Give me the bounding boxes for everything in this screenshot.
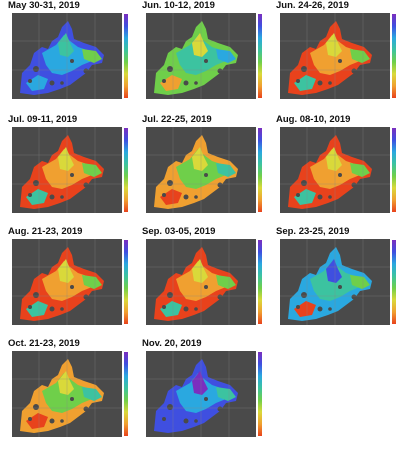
panel-title: Aug. 08-10, 2019 [276,114,351,125]
map-panel: Nov. 20, 2019 [138,338,270,448]
map-image [12,239,122,325]
map-panel: Sep. 23-25, 2019 [272,226,400,336]
map-panel: Sep. 03-05, 2019 [138,226,270,336]
panel-title: Jul. 09-11, 2019 [8,114,78,125]
colorbar [124,14,128,98]
map-image [146,351,256,437]
map-panel: Jul. 22-25, 2019 [138,114,270,224]
map-panel: Jul. 09-11, 2019 [4,114,136,224]
colorbar [124,128,128,212]
panel-title: Aug. 21-23, 2019 [8,226,83,237]
panel-title: Jun. 10-12, 2019 [142,0,215,11]
panel-title: Jun. 24-26, 2019 [276,0,349,11]
map-image [12,13,122,99]
colorbar [258,128,262,212]
panel-title: May 30-31, 2019 [8,0,80,11]
panel-title: Oct. 21-23, 2019 [8,338,80,349]
map-image [12,127,122,213]
colorbar [258,240,262,324]
panel-title: Nov. 20, 2019 [142,338,202,349]
colorbar [258,352,262,436]
panel-title: Jul. 22-25, 2019 [142,114,212,125]
colorbar [392,14,396,98]
panel-title: Sep. 03-05, 2019 [142,226,216,237]
colorbar [124,240,128,324]
map-image [280,13,390,99]
map-image [12,351,122,437]
map-image [280,239,390,325]
colorbar [258,14,262,98]
map-image [146,13,256,99]
colorbar [124,352,128,436]
map-panel: Aug. 21-23, 2019 [4,226,136,336]
map-panel: Jun. 10-12, 2019 [138,0,270,110]
colorbar [392,128,396,212]
colorbar [392,240,396,324]
map-panel: Oct. 21-23, 2019 [4,338,136,448]
map-image [146,239,256,325]
map-panel: May 30-31, 2019 [4,0,136,110]
map-panel: Jun. 24-26, 2019 [272,0,400,110]
map-image [280,127,390,213]
map-panel: Aug. 08-10, 2019 [272,114,400,224]
panel-title: Sep. 23-25, 2019 [276,226,350,237]
map-image [146,127,256,213]
